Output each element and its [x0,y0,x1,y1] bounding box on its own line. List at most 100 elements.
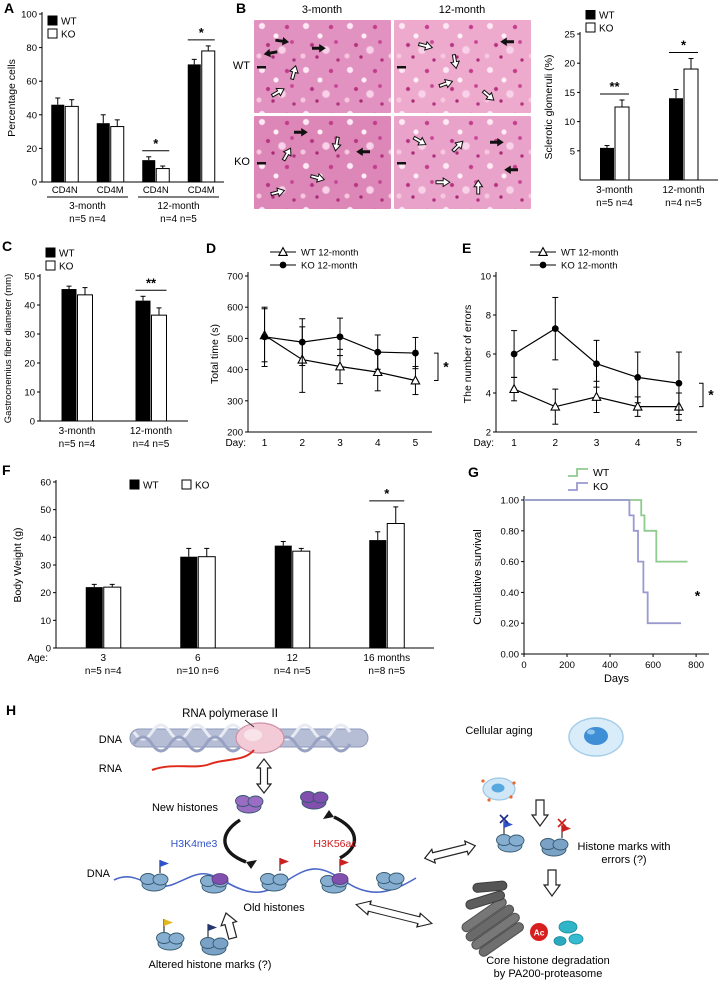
svg-text:0: 0 [30,417,35,428]
svg-text:12: 12 [287,653,299,664]
error-x-mark [557,818,567,828]
svg-text:100: 100 [21,10,37,21]
degradation-label-line1: Core histone degradation [486,955,610,967]
svg-text:20: 20 [40,588,51,599]
svg-text:0: 0 [46,644,51,655]
tissue-texture [394,20,531,113]
cell-healthy [568,717,624,757]
svg-text:*: * [695,587,701,603]
svg-text:20: 20 [26,144,37,155]
panel-a-chart: 0 20 40 60 80 100 Percentage cells CD4N CD4M * CD4… [6,2,230,230]
svg-text:8: 8 [486,311,491,322]
rna-polymerase-blob [235,722,285,754]
svg-text:Total time (s): Total time (s) [209,324,221,384]
svg-text:Day:: Day: [473,438,494,449]
error-x-mark [499,814,509,824]
h3k56ac-label: H3K56ac [313,838,356,850]
panel-label-c: C [2,238,13,254]
svg-text:6: 6 [195,653,201,664]
error-flag-icon [503,820,514,835]
rna-strand [151,749,255,771]
svg-text:0.00: 0.00 [501,650,520,661]
altered-histone-blob [200,937,229,956]
svg-text:1: 1 [511,438,517,449]
scale-bar [397,66,406,69]
h3k4me3-flag-icon [159,859,170,874]
error-histone-blob [496,834,525,853]
svg-text:4: 4 [486,389,491,400]
svg-text:15: 15 [564,88,575,99]
svg-text:0: 0 [521,660,526,671]
svg-text:*: * [384,486,390,501]
degraded-fragments [553,920,584,946]
panel-label-f: F [2,462,11,478]
svg-text:*: * [199,25,205,40]
svg-text:60: 60 [40,478,51,489]
svg-text:n=4 n=5: n=4 n=5 [665,198,702,209]
svg-text:3-month: 3-month [69,201,106,212]
svg-text:1: 1 [262,438,268,449]
svg-text:10: 10 [564,117,575,128]
svg-text:40: 40 [24,301,35,312]
svg-text:n=4 n=5: n=4 n=5 [133,439,170,450]
svg-text:KO: KO [593,481,608,493]
nucleosome [140,873,169,892]
svg-text:5: 5 [413,438,419,449]
panel-label-h: H [6,702,17,718]
svg-text:10: 10 [40,616,51,627]
cell-aged [481,777,516,802]
svg-text:4: 4 [375,438,381,449]
svg-text:20: 20 [24,359,35,370]
new-histone-blob [235,795,264,814]
svg-text:Sclerotic glomeruli (%): Sclerotic glomeruli (%) [543,54,555,159]
altered-mark-flag-icon [163,918,174,933]
svg-text:*: * [443,358,449,374]
rna-label: RNA [99,763,123,775]
down-arrow-icon [543,869,561,897]
svg-text:80: 80 [26,43,37,54]
histology-col-12month: 12-month [438,4,486,16]
svg-text:200: 200 [559,660,575,671]
svg-text:Day:: Day: [225,438,246,449]
annotation-arrows [257,36,326,100]
histology-image-wt-3month [254,20,391,113]
svg-text:*: * [153,136,159,151]
dna-top-label: DNA [99,734,123,746]
svg-text:n=5 n=4: n=5 n=4 [85,666,122,677]
svg-text:CD4N: CD4N [143,185,169,196]
svg-text:0.60: 0.60 [501,557,520,568]
error-histone-blob [540,838,569,857]
svg-text:KO: KO [61,30,76,41]
scale-bar [257,66,266,69]
up-arrow-icon [217,910,242,941]
altered-marks-label: Altered histone marks (?) [149,959,272,971]
svg-text:3: 3 [100,653,106,664]
acetyl-mark [530,923,548,941]
svg-text:1.00: 1.00 [501,496,520,507]
svg-text:20: 20 [564,59,575,70]
svg-text:800: 800 [688,660,704,671]
incorporated-new-histone [331,873,349,885]
error-flag-icon [561,824,572,839]
svg-text:3-month: 3-month [59,426,96,437]
panel-f-chart: 0 10 20 30 40 50 60 Body Weight (g) 3 n=5 n=4 6 n=1… [8,466,450,690]
histology-col-3month: 3-month [301,4,343,16]
svg-text:700: 700 [227,272,243,283]
svg-text:600: 600 [645,660,661,671]
tissue-texture [394,116,531,209]
svg-text:WT: WT [593,467,610,479]
svg-text:5: 5 [570,146,575,157]
h3k56ac-flag-icon [279,857,290,872]
svg-text:50: 50 [40,505,51,516]
svg-text:n=4 n=5: n=4 n=5 [160,214,197,225]
svg-text:n=5 n=4: n=5 n=4 [596,198,633,209]
histology-image-ko-3month [254,116,391,209]
panel-d-chart: 200 300 400 500 600 700 Total time (s) 1 2 3 4 5 Day… [206,246,458,460]
altered-mark-flag-icon [207,923,218,938]
svg-text:n=10 n=6: n=10 n=6 [177,666,220,677]
tissue-texture [254,20,391,113]
svg-text:Gastrocnemius fiber diameter (: Gastrocnemius fiber diameter (mm) [3,274,14,423]
scale-bar [257,162,266,165]
svg-text:CD4N: CD4N [52,185,78,196]
svg-text:WT: WT [61,17,77,28]
